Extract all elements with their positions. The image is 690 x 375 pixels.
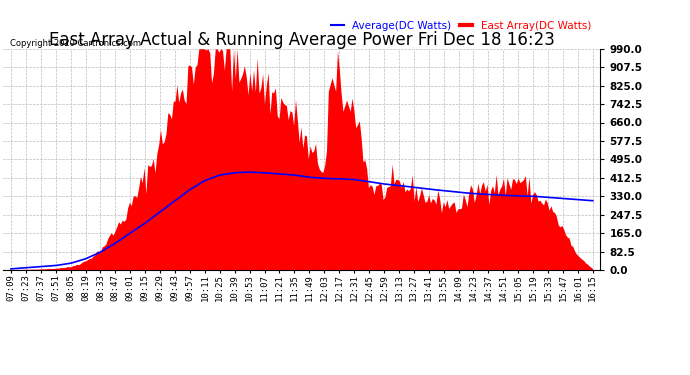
Title: East Array Actual & Running Average Power Fri Dec 18 16:23: East Array Actual & Running Average Powe… (49, 31, 555, 49)
Text: Copyright 2020 Cartronics.com: Copyright 2020 Cartronics.com (10, 39, 141, 48)
Legend: Average(DC Watts), East Array(DC Watts): Average(DC Watts), East Array(DC Watts) (327, 16, 595, 34)
